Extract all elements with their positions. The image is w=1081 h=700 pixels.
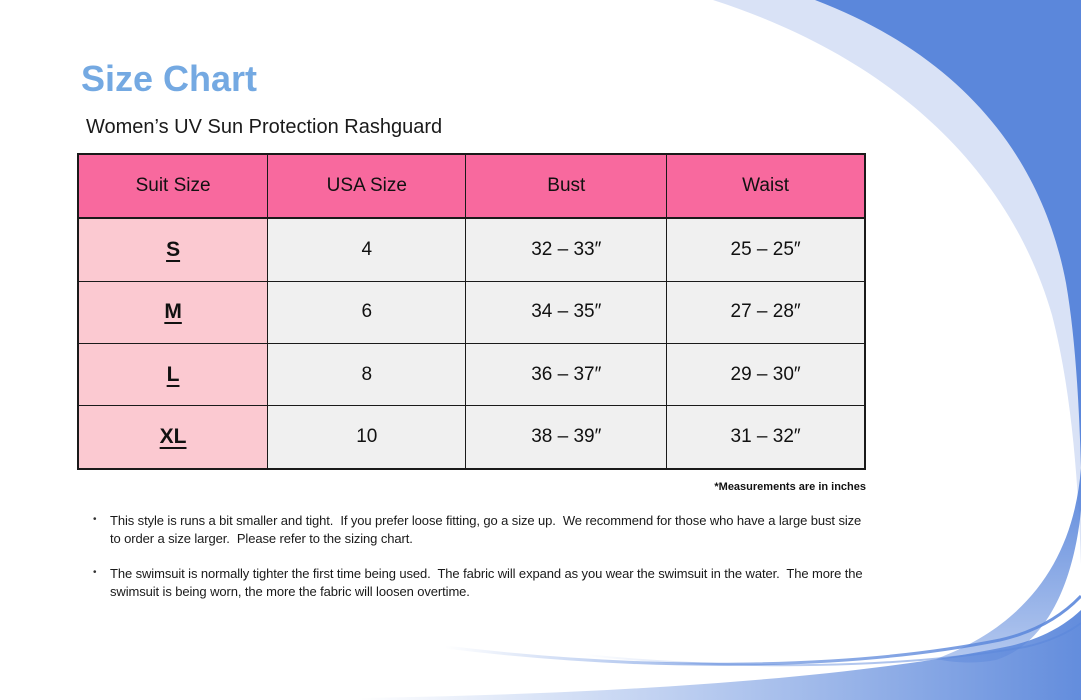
waist-cell: 29 – 30″: [666, 342, 866, 407]
list-item: • The swimsuit is normally tighter the f…: [93, 565, 875, 601]
column-header-bust: Bust: [465, 153, 668, 219]
table-row-m: M 6 34 – 35″ 27 – 28″: [77, 280, 866, 344]
bust-cell: 36 – 37″: [465, 342, 668, 407]
size-cell: L: [77, 342, 269, 407]
product-subtitle: Women’s UV Sun Protection Rashguard: [86, 116, 443, 138]
waist-cell: 25 – 25″: [666, 217, 866, 282]
notes-list: • This style is runs a bit smaller and t…: [93, 512, 875, 618]
size-chart-table: Suit Size USA Size Bust Waist S 4 32 – 3…: [77, 153, 866, 470]
table-row-s: S 4 32 – 33″ 25 – 25″: [77, 217, 866, 282]
bust-cell: 32 – 33″: [465, 217, 668, 282]
bust-cell: 34 – 35″: [465, 280, 668, 344]
bust-cell: 38 – 39″: [465, 405, 668, 470]
waist-cell: 27 – 28″: [666, 280, 866, 344]
page-title: Size Chart: [81, 58, 258, 99]
table-row-xl: XL 10 38 – 39″ 31 – 32″: [77, 405, 866, 470]
measurements-footnote: *Measurements are in inches: [714, 481, 866, 493]
bullet-icon: •: [93, 514, 97, 525]
column-header-waist: Waist: [666, 153, 866, 219]
usa-size-cell: 4: [267, 217, 467, 282]
table-row-l: L 8 36 – 37″ 29 – 30″: [77, 342, 866, 407]
column-header-usa-size: USA Size: [267, 153, 467, 219]
usa-size-cell: 8: [267, 342, 467, 407]
usa-size-cell: 10: [267, 405, 467, 470]
list-item: • This style is runs a bit smaller and t…: [93, 512, 875, 548]
note-text: This style is runs a bit smaller and tig…: [110, 513, 865, 546]
waist-cell: 31 – 32″: [666, 405, 866, 470]
size-cell: XL: [77, 405, 269, 470]
column-header-suit-size: Suit Size: [77, 153, 269, 219]
bullet-icon: •: [93, 567, 97, 578]
note-text: The swimsuit is normally tighter the fir…: [110, 566, 867, 599]
size-cell: S: [77, 217, 269, 282]
header-row: Suit Size USA Size Bust Waist: [77, 153, 866, 219]
size-cell: M: [77, 280, 269, 344]
usa-size-cell: 6: [267, 280, 467, 344]
